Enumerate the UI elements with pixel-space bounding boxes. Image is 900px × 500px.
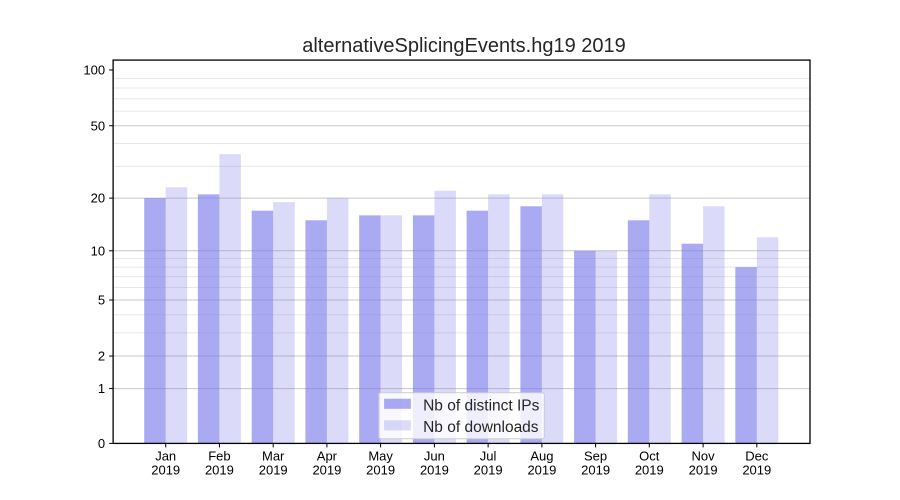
svg-text:5: 5 [98,293,105,308]
svg-text:2019: 2019 [742,462,771,477]
svg-text:Nb of distinct IPs: Nb of distinct IPs [423,397,540,414]
svg-text:2019: 2019 [689,462,718,477]
svg-text:2019: 2019 [420,462,449,477]
svg-text:Dec: Dec [745,448,769,463]
svg-text:2019: 2019 [581,462,610,477]
svg-text:20: 20 [91,191,105,206]
svg-text:2019: 2019 [527,462,556,477]
svg-text:2019: 2019 [635,462,664,477]
svg-text:100: 100 [83,62,105,77]
svg-text:Feb: Feb [208,448,230,463]
svg-text:Jan: Jan [155,448,176,463]
svg-text:Oct: Oct [639,448,660,463]
svg-text:Nov: Nov [692,448,716,463]
svg-text:2019: 2019 [151,462,180,477]
svg-text:Apr: Apr [317,448,338,463]
svg-text:Sep: Sep [584,448,607,463]
svg-text:0: 0 [98,436,105,451]
svg-text:Mar: Mar [262,448,285,463]
svg-text:May: May [368,448,393,463]
svg-text:Aug: Aug [530,448,553,463]
svg-text:2019: 2019 [205,462,234,477]
svg-text:1: 1 [98,381,105,396]
svg-text:2019: 2019 [474,462,503,477]
svg-text:Jul: Jul [480,448,497,463]
svg-text:Jun: Jun [424,448,445,463]
svg-text:2019: 2019 [259,462,288,477]
svg-text:50: 50 [91,118,105,133]
svg-text:Nb of downloads: Nb of downloads [423,419,539,436]
svg-text:alternativeSplicingEvents.hg19: alternativeSplicingEvents.hg19 2019 [302,35,626,57]
svg-text:2019: 2019 [366,462,395,477]
svg-text:10: 10 [91,243,105,258]
svg-text:2019: 2019 [312,462,341,477]
svg-text:2: 2 [98,349,105,364]
